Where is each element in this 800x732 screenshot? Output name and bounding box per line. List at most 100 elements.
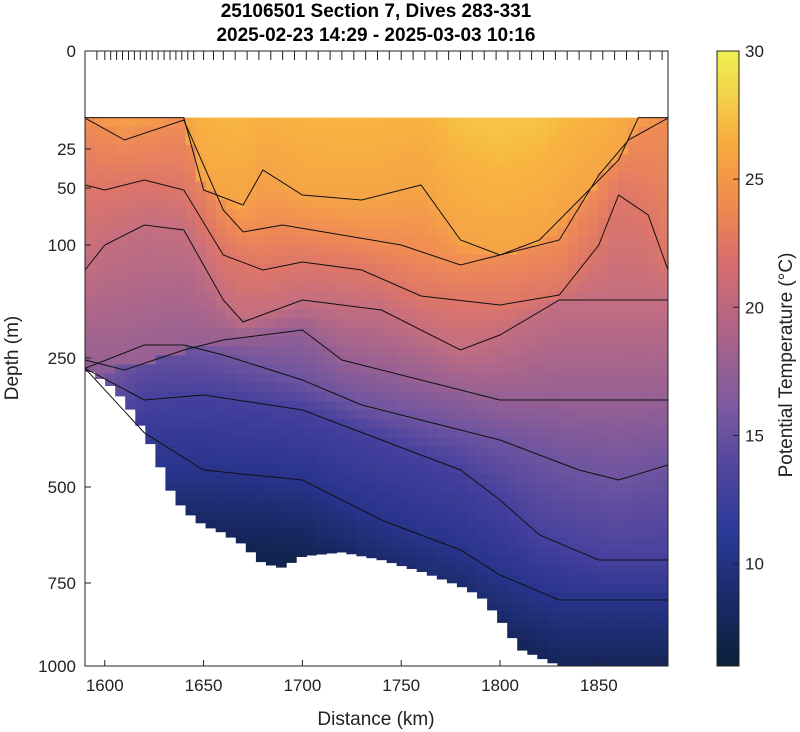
temperature-cell bbox=[527, 428, 538, 439]
temperature-cell bbox=[426, 574, 438, 576]
temperature-cell bbox=[426, 126, 438, 137]
temperature-cell bbox=[587, 501, 599, 512]
temperature-cell bbox=[547, 602, 559, 612]
temperature-cell bbox=[406, 282, 418, 292]
temperature-cell bbox=[557, 501, 569, 512]
temperature-cell bbox=[255, 327, 267, 338]
temperature-cell bbox=[235, 273, 247, 283]
temperature-cell bbox=[155, 337, 167, 347]
temperature-cell bbox=[557, 446, 569, 457]
temperature-cell bbox=[416, 263, 428, 274]
temperature-cell bbox=[265, 209, 277, 219]
temperature-cell bbox=[467, 547, 478, 557]
temperature-cell bbox=[507, 154, 518, 164]
temperature-cell bbox=[306, 391, 317, 402]
temperature-cell bbox=[95, 117, 106, 128]
temperature-cell bbox=[336, 190, 347, 201]
temperature-cell bbox=[286, 218, 297, 228]
temperature-cell bbox=[527, 474, 538, 484]
temperature-cell bbox=[637, 355, 649, 365]
temperature-cell bbox=[587, 199, 599, 210]
temperature-cell bbox=[426, 455, 438, 466]
temperature-cell bbox=[587, 135, 599, 146]
temperature-cell bbox=[306, 419, 317, 429]
temperature-cell bbox=[195, 501, 207, 512]
temperature-cell bbox=[235, 181, 247, 192]
temperature-cell bbox=[436, 455, 448, 466]
temperature-cell bbox=[597, 245, 609, 256]
temperature-cell bbox=[527, 145, 538, 155]
temperature-cell bbox=[577, 391, 589, 402]
temperature-cell bbox=[426, 318, 438, 329]
temperature-cell bbox=[456, 391, 468, 402]
temperature-cell bbox=[527, 355, 538, 365]
temperature-cell bbox=[235, 364, 247, 375]
temperature-cell bbox=[617, 492, 629, 503]
temperature-cell bbox=[416, 337, 428, 347]
temperature-cell bbox=[607, 638, 619, 649]
temperature-cell bbox=[145, 346, 156, 356]
temperature-cell bbox=[145, 282, 156, 292]
temperature-cell bbox=[637, 483, 649, 493]
temperature-cell bbox=[597, 629, 609, 640]
temperature-cell bbox=[477, 401, 488, 411]
temperature-cell bbox=[326, 135, 337, 146]
temperature-cell bbox=[597, 483, 609, 493]
temperature-cell bbox=[436, 464, 448, 475]
temperature-cell bbox=[185, 483, 197, 493]
temperature-cell bbox=[657, 209, 668, 219]
temperature-cell bbox=[336, 528, 347, 539]
temperature-cell bbox=[577, 346, 589, 356]
temperature-cell bbox=[547, 410, 559, 420]
temperature-cell bbox=[326, 391, 337, 402]
temperature-cell bbox=[527, 117, 538, 128]
temperature-cell bbox=[446, 373, 458, 384]
temperature-cell bbox=[467, 117, 478, 128]
temperature-cell bbox=[426, 135, 438, 146]
temperature-cell bbox=[296, 254, 307, 265]
temperature-cell bbox=[265, 154, 277, 164]
temperature-cell bbox=[286, 492, 297, 503]
temperature-cell bbox=[336, 519, 347, 530]
temperature-cell bbox=[487, 419, 498, 429]
temperature-cell bbox=[467, 135, 478, 146]
temperature-cell bbox=[436, 163, 448, 173]
temperature-cell bbox=[195, 227, 207, 237]
temperature-cell bbox=[547, 126, 559, 137]
temperature-cell bbox=[125, 318, 136, 329]
temperature-cell bbox=[286, 373, 297, 384]
temperature-cell bbox=[507, 437, 518, 448]
temperature-cell bbox=[537, 401, 548, 411]
temperature-cell bbox=[336, 282, 347, 292]
temperature-cell bbox=[537, 145, 548, 155]
temperature-cell bbox=[296, 556, 307, 557]
temperature-cell bbox=[627, 373, 639, 384]
temperature-cell bbox=[467, 382, 478, 393]
temperature-cell bbox=[467, 464, 478, 475]
temperature-cell bbox=[195, 218, 207, 228]
temperature-cell bbox=[527, 236, 538, 247]
temperature-cell bbox=[517, 428, 528, 439]
x-axis: 1600 1650 1700 1750 1800 1850 bbox=[86, 660, 618, 695]
temperature-cell bbox=[436, 446, 448, 457]
temperature-cell bbox=[356, 483, 368, 493]
temperature-cell bbox=[235, 337, 247, 347]
temperature-cell bbox=[456, 574, 468, 585]
temperature-cell bbox=[276, 401, 287, 411]
temperature-cell bbox=[185, 163, 197, 173]
temperature-cell bbox=[607, 592, 619, 603]
temperature-cell bbox=[607, 273, 619, 283]
temperature-cell bbox=[607, 172, 619, 183]
temperature-cell bbox=[276, 410, 287, 420]
temperature-cell bbox=[557, 574, 569, 585]
temperature-cell bbox=[467, 145, 478, 155]
temperature-cell bbox=[547, 181, 559, 192]
temperature-cell bbox=[386, 483, 398, 493]
temperature-cell bbox=[607, 254, 619, 265]
temperature-cell bbox=[276, 382, 287, 393]
temperature-cell bbox=[567, 245, 579, 256]
temperature-cell bbox=[647, 282, 659, 292]
temperature-cell bbox=[205, 227, 217, 237]
temperature-cell bbox=[396, 401, 408, 411]
temperature-cell bbox=[406, 519, 418, 530]
